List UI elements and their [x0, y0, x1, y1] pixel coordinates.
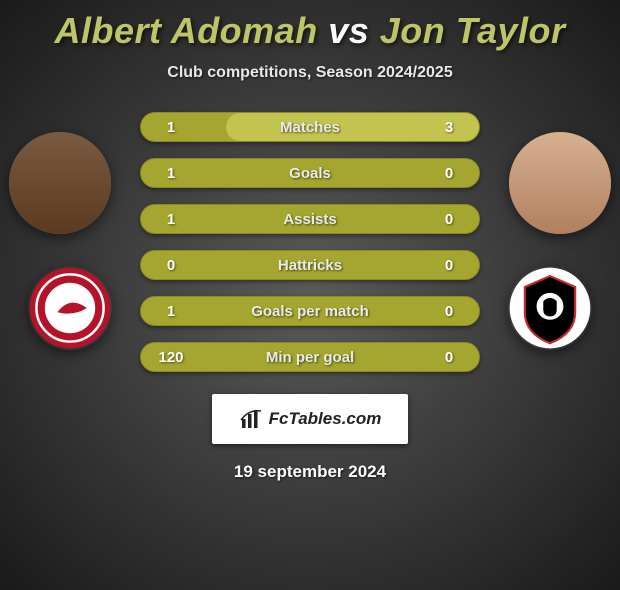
- stat-value-right: 0: [419, 349, 479, 366]
- stat-value-right: 0: [419, 257, 479, 274]
- branding-icon: [239, 407, 263, 431]
- stat-row: 1Goals0: [140, 158, 480, 188]
- stat-value-right: 3: [419, 119, 479, 136]
- stat-value-right: 0: [419, 165, 479, 182]
- player1-avatar: [9, 132, 111, 234]
- stat-row: 1Assists0: [140, 204, 480, 234]
- stat-rows: 1Matches3 1Goals0 1Assists0 0Hattricks0 1Goa…: [140, 112, 480, 372]
- date-text: 19 september 2024: [0, 462, 620, 482]
- comparison-panel: 1Matches3 1Goals0 1Assists0 0Hattricks0 1Goa…: [0, 112, 620, 372]
- stat-value-right: 0: [419, 211, 479, 228]
- stat-row: 120Min per goal0: [140, 342, 480, 372]
- player2-avatar: [509, 132, 611, 234]
- stat-row: 1Goals per match0: [140, 296, 480, 326]
- branding-badge: FcTables.com: [212, 394, 408, 444]
- branding-text: FcTables.com: [269, 409, 382, 429]
- player2-club-crest: [508, 266, 592, 350]
- player1-club-crest: [28, 266, 112, 350]
- vs-text: vs: [328, 10, 369, 51]
- player1-name: Albert Adomah: [55, 10, 318, 51]
- stat-row: 0Hattricks0: [140, 250, 480, 280]
- page-title: Albert Adomah vs Jon Taylor: [0, 10, 620, 52]
- subtitle: Club competitions, Season 2024/2025: [0, 64, 620, 82]
- stat-value-right: 0: [419, 303, 479, 320]
- stat-row: 1Matches3: [140, 112, 480, 142]
- player2-name: Jon Taylor: [380, 10, 566, 51]
